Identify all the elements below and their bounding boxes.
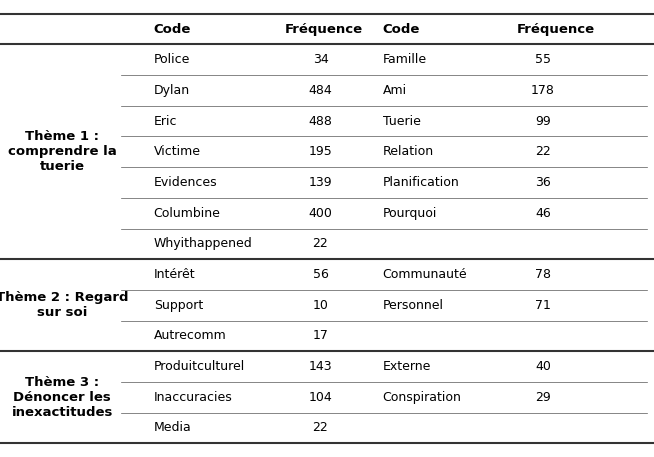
Text: Personnel: Personnel <box>383 299 443 312</box>
Text: 71: 71 <box>535 299 551 312</box>
Text: Thème 3 :
Dénoncer les
inexactitudes: Thème 3 : Dénoncer les inexactitudes <box>11 376 113 419</box>
Text: Thème 2 : Regard
sur soi: Thème 2 : Regard sur soi <box>0 291 128 319</box>
Text: Code: Code <box>383 22 420 36</box>
Text: Conspiration: Conspiration <box>383 391 462 404</box>
Text: 99: 99 <box>535 115 551 128</box>
Text: Intérêt: Intérêt <box>154 268 196 281</box>
Text: Columbine: Columbine <box>154 207 220 220</box>
Text: Fréquence: Fréquence <box>284 22 362 36</box>
Text: Victime: Victime <box>154 145 201 158</box>
Text: Autrecomm: Autrecomm <box>154 329 226 342</box>
Text: Famille: Famille <box>383 53 426 66</box>
Text: Ami: Ami <box>383 84 407 97</box>
Text: 195: 195 <box>309 145 332 158</box>
Text: 178: 178 <box>531 84 555 97</box>
Text: Thème 1 :
comprendre la
tuerie: Thème 1 : comprendre la tuerie <box>8 130 116 173</box>
Text: 55: 55 <box>535 53 551 66</box>
Text: 143: 143 <box>309 360 332 373</box>
Text: Dylan: Dylan <box>154 84 190 97</box>
Text: 488: 488 <box>309 115 332 128</box>
Text: Tuerie: Tuerie <box>383 115 421 128</box>
Text: Relation: Relation <box>383 145 434 158</box>
Text: Produitculturel: Produitculturel <box>154 360 245 373</box>
Text: Evidences: Evidences <box>154 176 217 189</box>
Text: 400: 400 <box>309 207 332 220</box>
Text: 22: 22 <box>535 145 551 158</box>
Text: Eric: Eric <box>154 115 177 128</box>
Text: 484: 484 <box>309 84 332 97</box>
Text: 104: 104 <box>309 391 332 404</box>
Text: Pourquoi: Pourquoi <box>383 207 437 220</box>
Text: Fréquence: Fréquence <box>517 22 594 36</box>
Text: Communauté: Communauté <box>383 268 467 281</box>
Text: Planification: Planification <box>383 176 459 189</box>
Text: 34: 34 <box>313 53 328 66</box>
Text: 40: 40 <box>535 360 551 373</box>
Text: 29: 29 <box>535 391 551 404</box>
Text: Police: Police <box>154 53 190 66</box>
Text: 36: 36 <box>535 176 551 189</box>
Text: 46: 46 <box>535 207 551 220</box>
Text: 78: 78 <box>535 268 551 281</box>
Text: 139: 139 <box>309 176 332 189</box>
Text: Whyithappened: Whyithappened <box>154 237 252 250</box>
Text: 17: 17 <box>313 329 328 342</box>
Text: 22: 22 <box>313 421 328 435</box>
Text: 10: 10 <box>313 299 328 312</box>
Text: Support: Support <box>154 299 203 312</box>
Text: Externe: Externe <box>383 360 431 373</box>
Text: Media: Media <box>154 421 192 435</box>
Text: 22: 22 <box>313 237 328 250</box>
Text: Code: Code <box>154 22 191 36</box>
Text: Inaccuracies: Inaccuracies <box>154 391 232 404</box>
Text: 56: 56 <box>313 268 328 281</box>
